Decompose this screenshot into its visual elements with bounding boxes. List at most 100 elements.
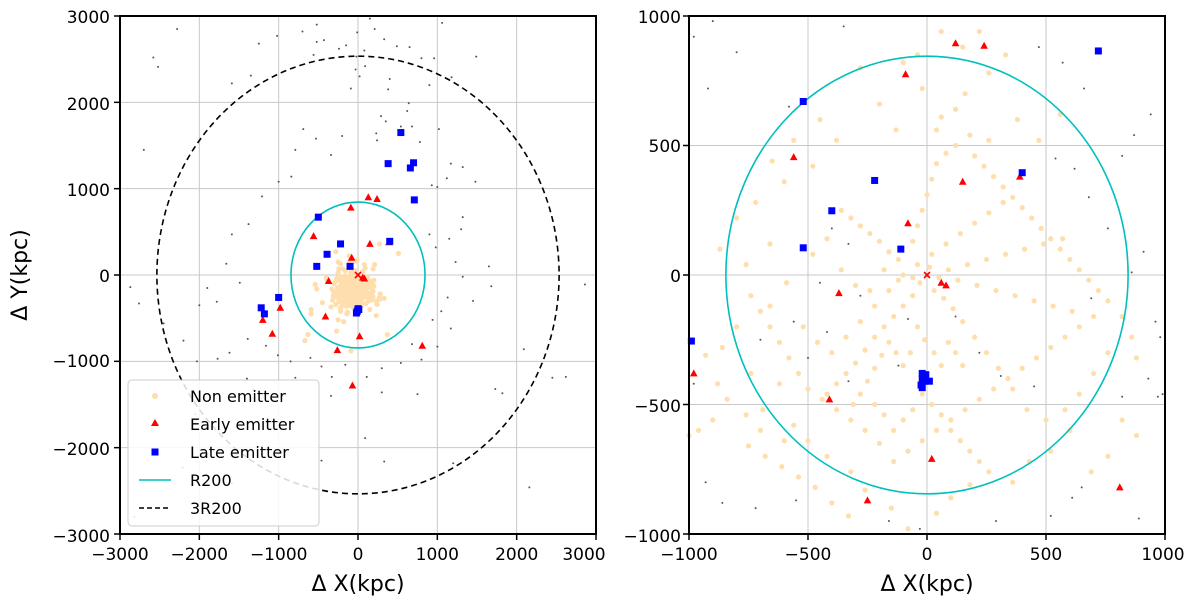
right-non-emitter-point [886, 339, 892, 345]
right-field-point [1159, 336, 1162, 339]
right-early-emitter-point [904, 219, 912, 227]
right-non-emitter-point [748, 293, 754, 299]
right-non-emitter-point [1005, 376, 1011, 382]
left-non-emitter-point [356, 298, 363, 304]
right-non-emitter-point [867, 230, 873, 237]
right-non-emitter-point [881, 324, 887, 330]
left-field-point [276, 354, 279, 357]
left-field-point [408, 46, 411, 49]
left-field-point [494, 387, 497, 390]
right-late-emitter-point [897, 245, 905, 253]
left-non-emitter-point [333, 249, 339, 255]
right-non-emitter-point [891, 313, 897, 320]
right-non-emitter-point [845, 513, 852, 519]
right-non-emitter-point [929, 176, 935, 182]
right-non-emitter-point [1088, 469, 1094, 475]
right-field-point [978, 351, 981, 354]
left-field-point [406, 109, 409, 112]
right-non-emitter-point [991, 173, 997, 180]
left-field-point [448, 237, 451, 240]
right-late-emitter-point [921, 377, 929, 385]
left-late-emitter-point [260, 310, 268, 318]
right-field-point [711, 20, 714, 23]
right-non-emitter-point [1002, 52, 1009, 58]
left-non-emitter-point [370, 266, 376, 272]
left-early-emitter-point [347, 253, 356, 261]
left-late-emitter-point [346, 262, 354, 270]
right-non-emitter-point [853, 360, 859, 366]
right-field-point [995, 520, 998, 523]
right-non-emitter-point [1105, 350, 1111, 356]
left-center-x-stroke [354, 271, 362, 279]
right-field-point [1156, 395, 1159, 398]
right-early-emitter-point [901, 70, 910, 78]
left-non-emitter-point [335, 317, 341, 323]
right-non-emitter-point [1012, 293, 1018, 299]
right-non-emitter-point [719, 344, 725, 351]
right-x-tick-label: −500 [785, 545, 832, 565]
left-early-emitter-point [321, 312, 330, 320]
right-non-emitter-point [891, 427, 897, 433]
right-non-emitter-point [972, 153, 978, 159]
right-y-tick-label: −1000 [623, 527, 681, 547]
left-non-emitter-point [368, 297, 375, 303]
left-field-point [373, 27, 376, 30]
right-field-point [692, 35, 695, 38]
right-x-tick-label: 1000 [1141, 545, 1184, 565]
right-non-emitter-point [907, 350, 913, 356]
right-field-point [1106, 227, 1109, 230]
left-r200-circle [290, 201, 426, 349]
right-non-emitter-point [914, 262, 921, 268]
left-plot-frame [119, 15, 597, 535]
left-y-tick-labels: −3000 −2000 −1000 0 1000 2000 3000 [52, 8, 110, 547]
right-non-emitter-point [905, 526, 911, 532]
right-non-emitter-point [872, 334, 878, 340]
left-field-point [247, 223, 250, 226]
right-non-emitter-point [933, 127, 940, 133]
left-field-point [446, 296, 449, 299]
right-field-point [792, 320, 795, 323]
right-non-emitter-point [1000, 199, 1006, 206]
legend-early-emitter-marker [151, 419, 159, 426]
left-late-emitter-point [323, 250, 331, 258]
right-non-emitter-point [776, 339, 783, 345]
right-non-emitter-point [810, 163, 816, 169]
right-non-emitter-point [962, 407, 968, 413]
right-non-emitter-point [703, 352, 709, 358]
right-late-emitter-point [922, 371, 930, 379]
right-non-emitter-point [1029, 215, 1035, 221]
right-non-emitter-point [862, 487, 868, 493]
left-non-emitter-point [373, 298, 379, 304]
right-non-emitter-point [967, 132, 973, 138]
left-field-point [410, 343, 413, 346]
left-non-emitter-point [377, 291, 383, 297]
right-non-emitter-point [964, 262, 971, 268]
left-field-point [436, 345, 439, 348]
right-non-emitter-point [995, 365, 1002, 371]
right-non-emitter-point [695, 427, 702, 433]
left-field-point [322, 39, 325, 42]
right-non-emitter-point [824, 453, 830, 459]
right-non-emitter-point [888, 505, 894, 511]
right-non-emitter-point [1067, 256, 1073, 263]
right-non-emitter-point [829, 500, 835, 506]
right-non-emitter-point [967, 482, 973, 488]
right-non-emitter-point [910, 238, 916, 244]
right-non-emitter-point [952, 106, 959, 112]
legend-late-emitter-marker [151, 448, 159, 456]
left-x-tick-label: 3000 [562, 545, 605, 565]
right-non-emitter-point [893, 350, 899, 356]
right-early-emitter-point [958, 177, 967, 185]
right-non-emitter-point [960, 319, 966, 325]
left-field-point [399, 125, 402, 128]
right-field-point [918, 527, 921, 530]
right-non-emitter-point [1076, 324, 1082, 330]
right-field-point [759, 338, 762, 341]
left-field-point [249, 74, 252, 77]
right-non-emitter-point [929, 251, 935, 257]
left-field-point [431, 318, 434, 321]
left-field-point [315, 40, 318, 43]
right-non-emitter-point [791, 137, 797, 143]
right-y-tick-label: 1000 [638, 8, 681, 28]
right-non-emitter-point [900, 363, 906, 369]
